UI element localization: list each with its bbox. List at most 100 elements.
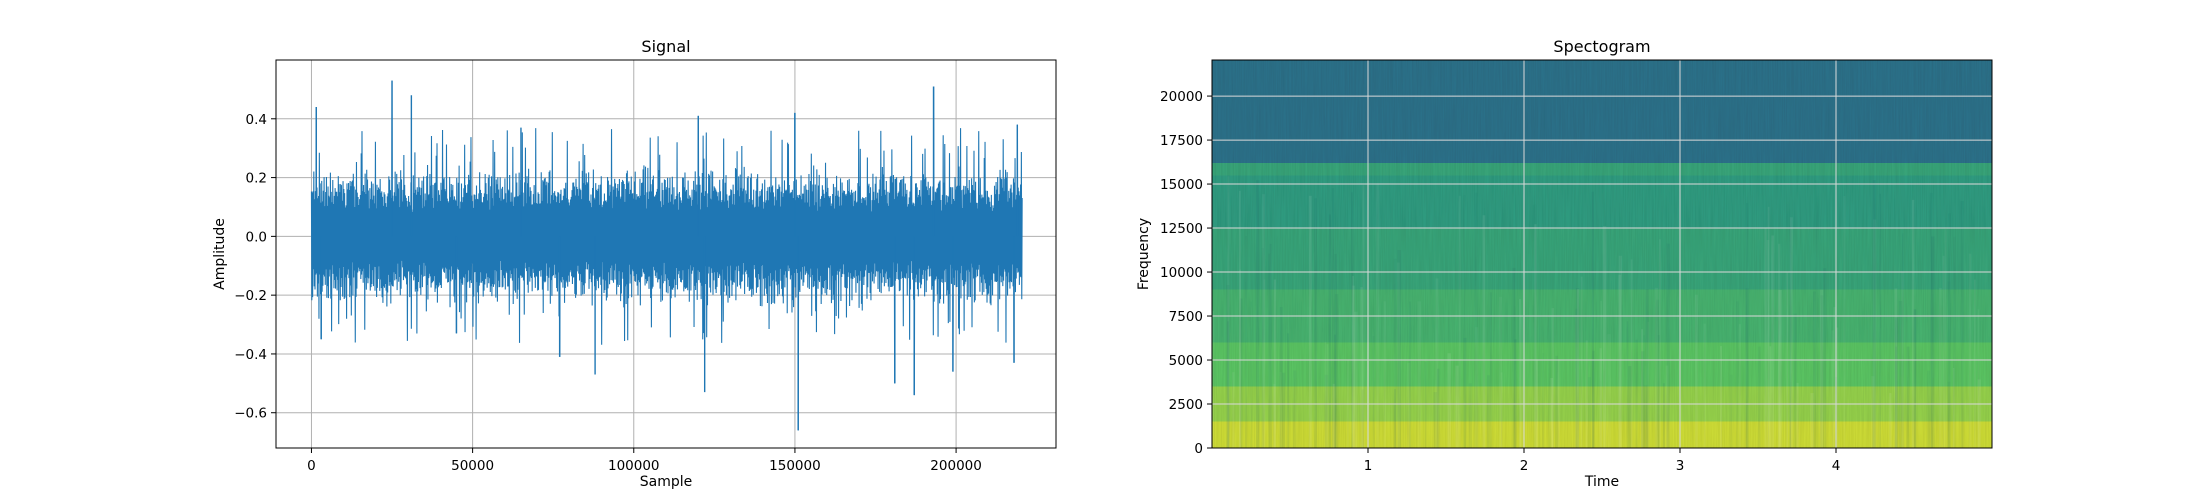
spectrogram-streak [1600,300,1603,448]
spectrogram-streak [1968,253,1972,448]
spectrogram-streak [1268,253,1271,448]
spectrogram-streak [1238,190,1241,448]
spectrogram-streak [1424,361,1427,448]
spectrogram-streak [1948,213,1952,448]
spectrogram-streak [1626,321,1629,448]
spectrogram-xtick-label: 2 [1520,458,1529,474]
signal-waveform [310,80,1023,431]
signal-axes-frame [275,59,1057,449]
spectrogram-streak [1647,321,1650,448]
spectrogram-streak [1580,276,1583,448]
spectrogram-streak [1736,301,1739,448]
spectrogram-streak [1273,279,1276,448]
spectrogram-xtick-label: 3 [1676,458,1685,474]
spectrogram-streak [1831,330,1834,448]
signal-ytick-label: 0.0 [246,229,267,245]
signal-xlabel: Sample [640,474,693,490]
spectrogram-streak [1764,228,1767,448]
spectrogram-streak [1745,288,1749,448]
spectrogram-plot: 1 2 3 4 0 2500 5000 7500 10000 12500 15000 17500 200… [1136,37,1993,490]
spectrogram-streak [1396,262,1400,448]
spectrogram-streak [1944,229,1947,448]
spectrogram-streak [1240,298,1243,448]
spectrogram-streak [1662,383,1665,448]
spectrogram-streak [1820,295,1824,448]
signal-xtick-label: 100000 [608,458,660,474]
spectrogram-streak [1939,287,1942,448]
spectrogram-streak [1409,301,1411,448]
signal-ticks: 0 50000 100000 150000 200000 −0.6 −0.4 −0.2 0.0 0… [234,112,982,474]
spectrogram-streak [1833,307,1836,448]
spectrogram-title: Spectogram [1553,37,1650,56]
spectrogram-streak [1630,259,1633,448]
spectrogram-streak [1602,226,1607,448]
spectrogram-streak [1433,392,1438,448]
spectrogram-xtick-label: 4 [1832,458,1841,474]
spectrogram-streak [1519,315,1524,448]
spectrogram-grid [1212,60,1992,448]
spectrogram-streak [1383,301,1386,448]
spectrogram-streak [1815,180,1819,448]
spectrogram-streak [1518,298,1522,448]
spectrogram-streak [1332,383,1335,448]
spectrogram-ytick-label: 17500 [1160,133,1203,149]
spectrogram-streak [1555,355,1558,448]
spectrogram-streak [1482,215,1486,448]
spectrogram-streak [1328,214,1331,448]
spectrogram-streak [1654,287,1659,448]
spectrogram-streak [1913,309,1916,448]
spectrogram-streak [1335,294,1339,448]
spectrogram-streak [1435,278,1439,448]
spectrogram-streak [1793,313,1797,448]
spectrogram-streak [1324,341,1327,448]
spectrogram-streak [1352,276,1355,448]
spectrogram-streak [1872,180,1876,448]
spectrogram-streak [1354,311,1358,448]
signal-ytick-label: 0.4 [246,112,267,128]
spectrogram-streak [1665,365,1669,448]
spectrogram-streak [1658,239,1661,448]
spectrogram-ytick-label: 2500 [1169,397,1203,413]
spectrogram-streak [1953,236,1956,448]
spectrogram-streak [1585,340,1588,448]
spectrogram-streak [1360,287,1363,448]
spectrogram-streak [1931,236,1935,448]
spectrogram-xtick-label: 1 [1364,458,1373,474]
signal-title: Signal [641,37,690,56]
spectrogram-streak [1823,268,1827,448]
signal-line [310,80,1023,431]
spectrogram-streak [1757,346,1761,448]
signal-xtick-label: 150000 [769,458,821,474]
spectrogram-streak [1326,344,1329,448]
spectrogram-ytick-label: 10000 [1160,265,1203,281]
spectrogram-streak [1372,336,1375,448]
spectrogram-streak [1789,217,1793,448]
spectrogram-streak [1738,324,1741,448]
spectrogram-streak [1703,323,1706,448]
spectrogram-streak [1952,367,1955,448]
signal-ylabel: Amplitude [212,218,228,290]
spectrogram-streak [1575,287,1580,448]
spectrogram-streak [1767,206,1770,448]
spectrogram-streak [1468,383,1472,448]
spectrogram-streak [1550,377,1554,448]
spectrogram-streak [1769,346,1772,448]
signal-xtick-label: 50000 [451,458,494,474]
spectrogram-streak [1293,370,1297,448]
spectrogram-streak [1911,199,1915,448]
spectrogram-streak [1843,196,1846,448]
spectrogram-streak [1548,317,1551,448]
spectrogram-streak [1695,294,1698,448]
spectrogram-streak [1960,201,1964,448]
spectrogram-streak [1455,365,1459,448]
spectrogram-streak [1977,309,1980,448]
spectrogram-streak [1534,224,1537,448]
spectrogram-streak [1771,235,1775,448]
spectrogram-streak [1635,339,1638,448]
spectrogram-streak [1879,193,1881,448]
spectrogram-streak [1463,337,1467,448]
signal-xtick-label: 200000 [930,458,982,474]
spectrogram-streak [1810,393,1814,448]
spectrogram-streak [1942,255,1945,448]
